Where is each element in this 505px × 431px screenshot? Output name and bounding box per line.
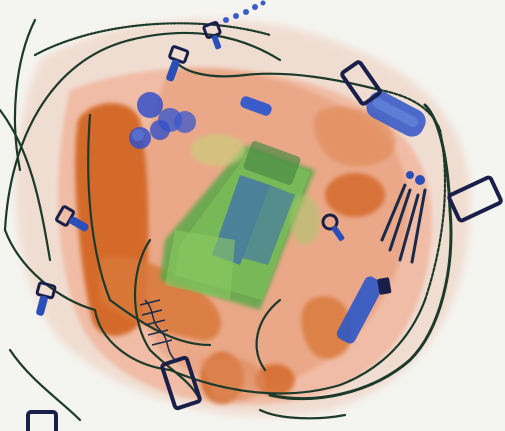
- metal-bar-lower-right: [336, 276, 384, 344]
- zipper-pulls: [35, 21, 392, 316]
- metal-spring: [139, 299, 176, 361]
- bead-chain: [223, 0, 266, 23]
- zipper-cluster: [380, 171, 427, 264]
- metal-discs: [129, 92, 196, 149]
- metal-item-top: [240, 96, 272, 116]
- bag-straps: [0, 18, 453, 422]
- organic-item-bottom: [200, 352, 295, 404]
- organic-item-right: [301, 106, 396, 359]
- inorganic-patch: [190, 134, 320, 245]
- electronic-device: [160, 141, 315, 310]
- strap-buckles: [26, 60, 503, 431]
- organic-item-left: [75, 103, 221, 341]
- metal-cylinder-right: [366, 91, 426, 137]
